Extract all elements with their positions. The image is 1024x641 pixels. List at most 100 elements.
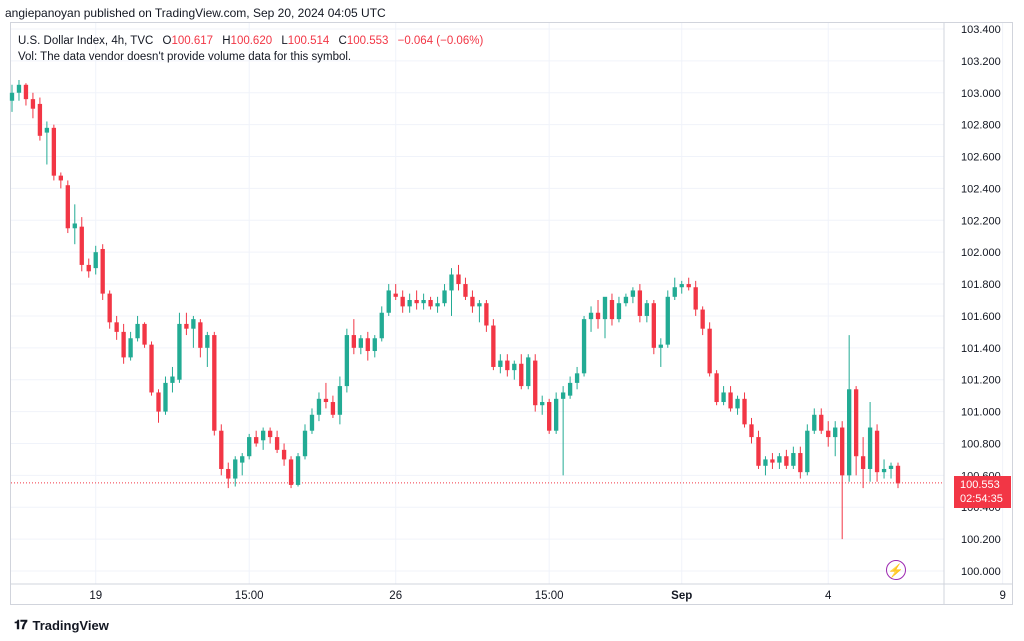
candle-body — [553, 398, 559, 431]
x-tick-label: 4 — [825, 590, 832, 602]
candle-body — [672, 287, 677, 297]
candle-body — [449, 274, 454, 291]
candle-body — [491, 325, 496, 367]
y-tick-label: 102.800 — [961, 120, 1001, 132]
x-tick-label: 9 — [999, 590, 1005, 602]
candle-body — [791, 453, 796, 466]
y-tick-label: 102.600 — [961, 152, 1001, 164]
candle-body — [421, 300, 426, 304]
candle-body — [609, 300, 615, 320]
candle-body — [721, 392, 726, 403]
tradingview-logo-icon: 𝟏𝟕 — [14, 617, 28, 632]
candle-body — [588, 312, 594, 320]
candle-body — [428, 300, 433, 307]
candle-body — [812, 414, 817, 431]
y-tick-label: 102.400 — [961, 183, 1001, 195]
lightning-icon[interactable]: ⚡ — [886, 560, 906, 580]
candle-body — [23, 84, 29, 100]
candle-body — [888, 465, 894, 469]
candle-body — [240, 456, 245, 463]
candle-body — [365, 338, 370, 352]
y-tick-label: 100.800 — [961, 438, 1001, 450]
candle-body — [819, 414, 824, 431]
candle-body — [840, 427, 845, 476]
candle-body — [833, 427, 838, 438]
candle-body — [484, 303, 489, 326]
candle-body — [498, 360, 503, 367]
candle-body — [30, 99, 36, 109]
candle-body — [477, 303, 482, 307]
candle-body — [805, 430, 810, 473]
candle-body — [560, 392, 566, 399]
candle-body — [784, 456, 789, 466]
candle-body — [114, 322, 119, 332]
candle-body — [274, 437, 280, 450]
candle-body — [679, 284, 684, 288]
candle-body — [135, 323, 140, 339]
candle-body — [798, 453, 803, 473]
candle-body — [533, 360, 538, 406]
candle-body — [247, 437, 252, 457]
candle-body — [79, 226, 84, 265]
candle-body — [37, 103, 43, 136]
x-tick-label: 26 — [389, 590, 402, 602]
candle-body — [463, 284, 468, 297]
volume-note: Vol: The data vendor doesn't provide vol… — [18, 51, 352, 63]
chart-frame[interactable] — [10, 22, 1013, 605]
candle-body — [323, 398, 329, 403]
close-value: 100.553 — [346, 35, 389, 47]
candle-body — [337, 386, 343, 415]
candle-body — [435, 303, 440, 307]
candle-body — [602, 296, 608, 320]
candle-body — [107, 293, 112, 323]
candle-body — [254, 437, 259, 444]
candle-body — [9, 92, 15, 101]
symbol-label: U.S. Dollar Index, 4h, TVC — [18, 35, 154, 47]
candle-body — [372, 338, 377, 352]
candle-body — [777, 456, 782, 463]
candle-body — [330, 402, 336, 415]
y-tick-label: 103.000 — [961, 88, 1001, 100]
candle-body — [860, 456, 866, 469]
candle-body — [358, 338, 363, 348]
candle-body — [51, 127, 57, 176]
candle-body — [700, 309, 705, 329]
candle-body — [100, 248, 105, 294]
low-label: L — [281, 35, 288, 47]
candle-body — [156, 392, 161, 412]
candle-body — [742, 398, 747, 425]
bar-countdown: 02:54:35 — [960, 493, 1003, 505]
candle-body — [386, 290, 391, 313]
candle-body — [65, 185, 70, 229]
candle-body — [442, 290, 447, 304]
high-value: 100.620 — [230, 35, 273, 47]
y-tick-label: 101.000 — [961, 407, 1001, 419]
chart-legend: U.S. Dollar Index, 4h, TVC O100.617 H100… — [18, 33, 483, 65]
y-tick-label: 103.400 — [961, 24, 1001, 36]
publisher-header: angiepanoyan published on TradingView.co… — [5, 6, 386, 20]
high-label: H — [222, 35, 231, 47]
candle-body — [567, 382, 573, 396]
y-tick-label: 103.200 — [961, 56, 1001, 68]
candle-body — [756, 437, 761, 466]
candle-body — [658, 344, 663, 348]
candle-body — [16, 84, 22, 93]
candle-body — [616, 303, 622, 320]
candle-body — [867, 427, 873, 469]
candle-body — [414, 300, 419, 304]
y-tick-label: 101.200 — [961, 375, 1001, 387]
candle-body — [219, 430, 224, 469]
candle-body — [630, 290, 636, 297]
y-tick-label: 101.800 — [961, 279, 1001, 291]
open-label: O — [162, 35, 172, 47]
candle-body — [44, 127, 50, 133]
candle-body — [212, 335, 217, 431]
x-tick-label: 19 — [89, 590, 102, 602]
candle-body — [574, 373, 580, 383]
change-value: −0.064 (−0.06%) — [397, 35, 484, 47]
x-tick-label: Sep — [671, 590, 692, 602]
candle-body — [547, 402, 552, 431]
candle-body — [121, 331, 126, 358]
candle-body — [170, 376, 175, 383]
